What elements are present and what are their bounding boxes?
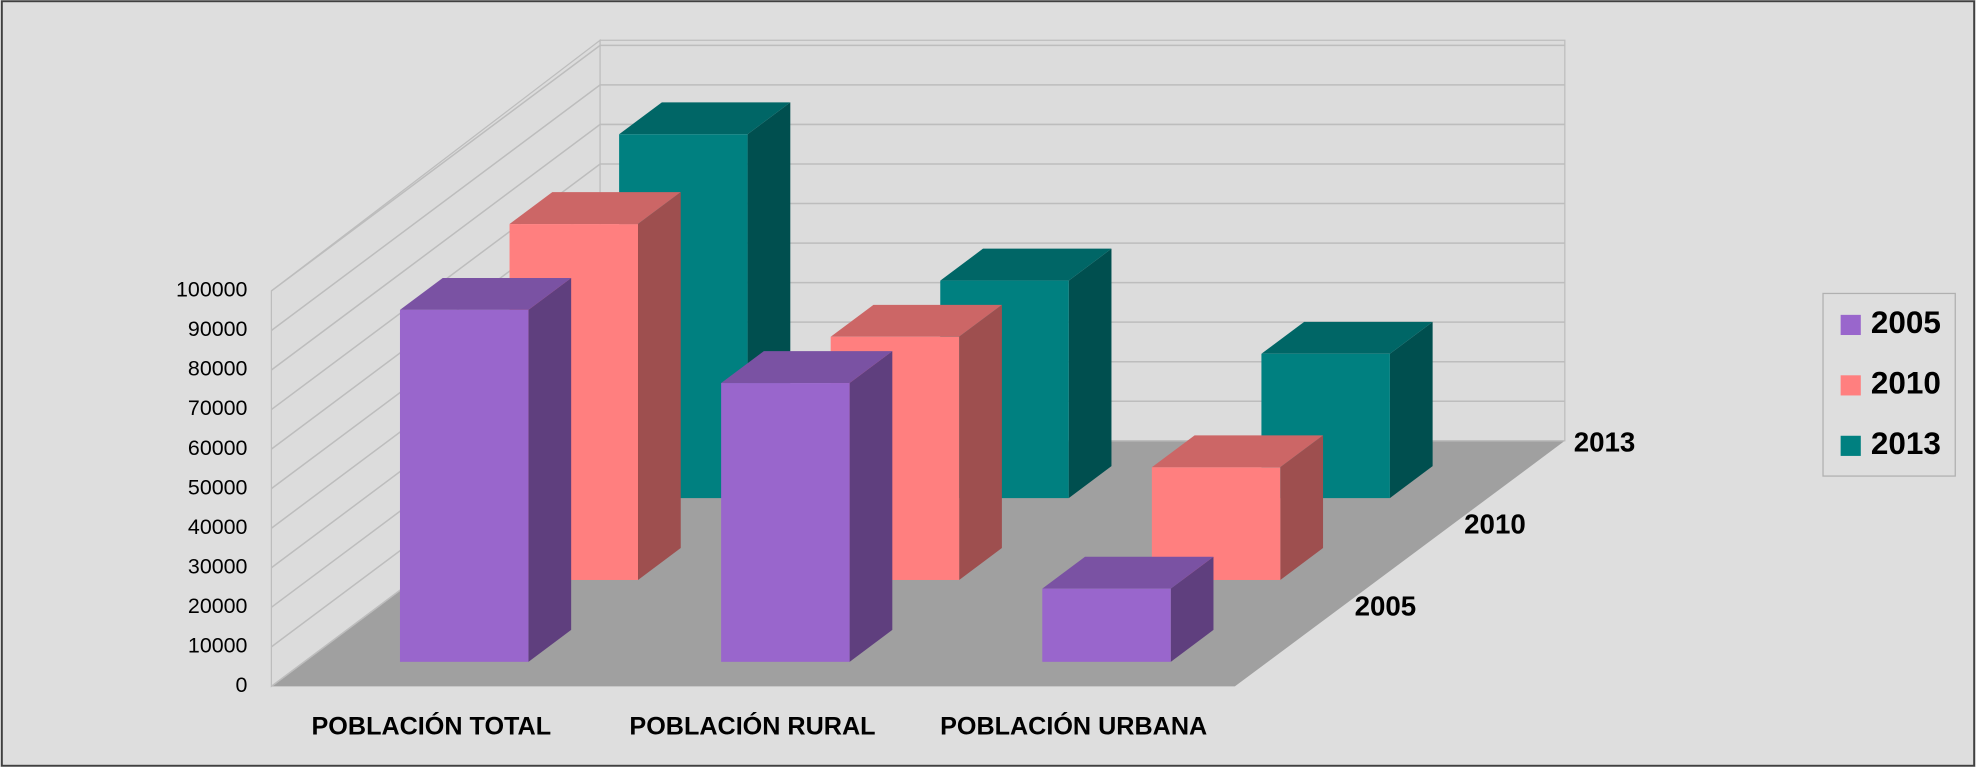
y-tick-label: 40000 [188,515,248,539]
y-tick-label: 80000 [188,357,248,381]
bar-front [721,383,850,662]
bar-side [1068,248,1112,499]
bar [1042,556,1214,662]
bar-top [399,277,572,310]
y-tick-label: 90000 [188,317,248,341]
bar-top [721,351,893,384]
bar-side [528,277,572,662]
bar [721,351,893,662]
legend-label: 2010 [1871,366,1941,401]
y-tick-label: 20000 [188,594,248,618]
legend-swatch [1840,314,1861,336]
x-tick-label: POBLACIÓN URBANA [940,711,1207,741]
legend-label: 2013 [1871,426,1941,461]
bar-front [1042,588,1171,662]
bar-side [638,192,681,580]
grid-line [270,44,1565,292]
grid-line [270,163,1565,411]
y-tick-label: 70000 [188,396,248,420]
bar-side [849,351,893,662]
y-tick-label: 50000 [188,475,248,499]
bar-side [1280,435,1324,580]
x-tick-label: POBLACIÓN TOTAL [312,711,552,741]
y-tick-label: 60000 [188,436,248,460]
bar [399,277,572,662]
y-tick-label: 10000 [188,634,248,658]
bar-top [1151,435,1324,468]
legend-swatch [1840,435,1861,456]
x-tick-label: POBLACIÓN RURAL [629,711,875,741]
bar-front [399,309,529,662]
bar-side [1389,321,1433,499]
depth-axis-label: 2010 [1464,509,1526,540]
legend-swatch [1840,375,1861,396]
legend-label: 2005 [1871,305,1941,340]
grid-line [270,84,1565,332]
y-tick-label: 30000 [188,554,248,578]
bar-top [940,248,1112,281]
bar-top [619,102,791,135]
depth-axis-label: 2005 [1355,590,1417,621]
bar-top [1261,321,1433,354]
bar-top [509,192,681,225]
bar-side [1170,556,1214,662]
y-tick-label: 0 [236,673,248,697]
bar-side [959,304,1002,580]
bar-top [1042,556,1214,589]
bar-top [830,304,1002,337]
grid-line [270,123,1565,371]
depth-axis-label: 2013 [1574,427,1636,458]
y-tick-label: 100000 [176,278,248,302]
